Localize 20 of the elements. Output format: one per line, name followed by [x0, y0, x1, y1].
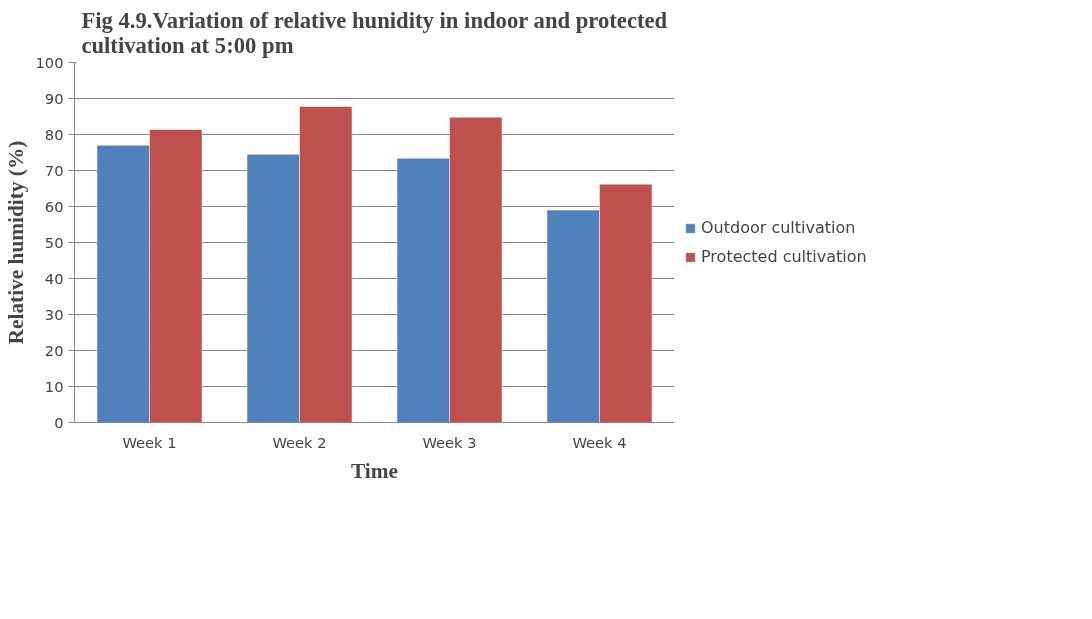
y-tick-label: 80 [44, 125, 64, 143]
x-tick-label: Week 2 [272, 433, 327, 451]
y-tick-label: 0 [54, 413, 64, 431]
y-tick-label: 100 [35, 53, 64, 71]
y-tick-label: 70 [44, 161, 64, 179]
y-axis-title: Relative humidity (%) [3, 140, 28, 345]
y-tick-label: 30 [44, 305, 64, 323]
legend-label: Protected cultivation [701, 247, 867, 266]
y-tick-label: 60 [44, 197, 64, 215]
y-tick-label: 90 [44, 89, 64, 107]
y-tick-label: 20 [44, 341, 64, 359]
y-tick-label: 40 [44, 269, 64, 287]
x-tick-label: Week 3 [422, 433, 477, 451]
y-tick-label: 50 [44, 233, 64, 251]
y-tick-label: 10 [44, 377, 64, 395]
x-tick-label: Week 1 [122, 433, 177, 451]
chart-title: Fig 4.9.Variation of relative hunidity in indoor and protected cultivation at 5:00 pm [81, 7, 668, 58]
x-axis-title: Time [351, 458, 398, 483]
x-tick-label: Week 4 [572, 433, 627, 451]
legend-label: Outdoor cultivation [701, 218, 856, 237]
